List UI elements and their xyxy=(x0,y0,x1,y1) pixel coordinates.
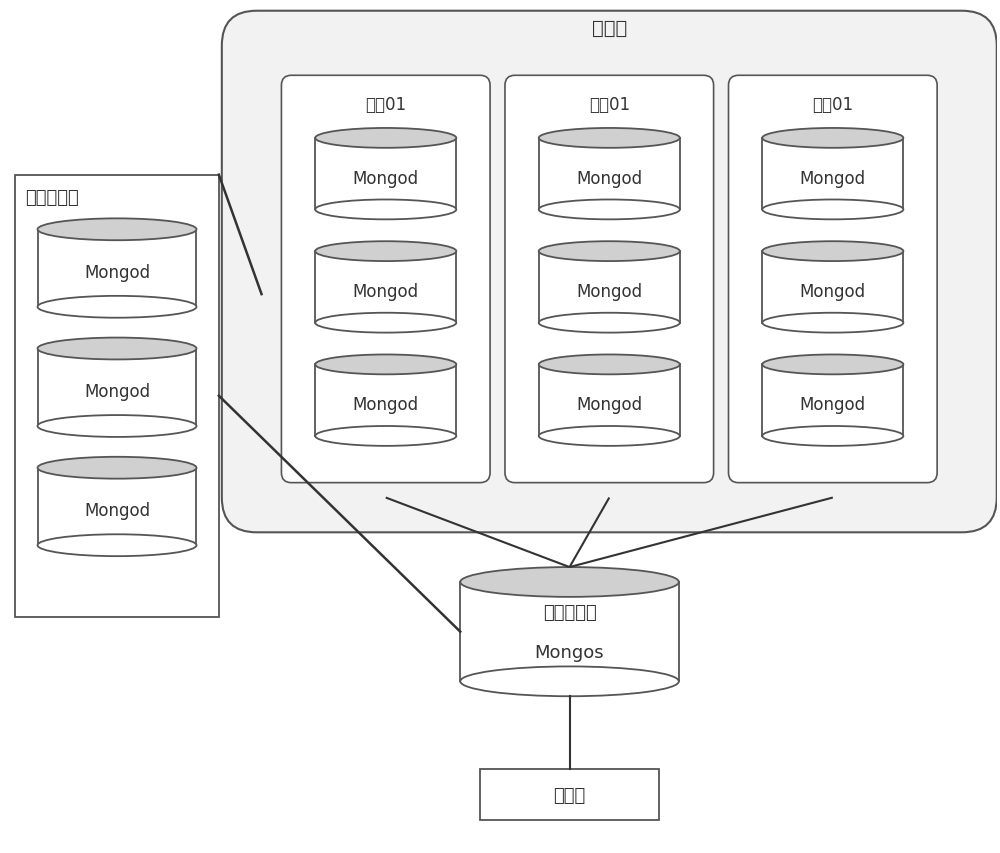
FancyBboxPatch shape xyxy=(222,12,997,532)
Ellipse shape xyxy=(762,242,903,262)
Bar xyxy=(539,139,680,210)
Bar xyxy=(38,349,196,426)
Bar xyxy=(762,139,903,210)
Text: Mongod: Mongod xyxy=(353,282,419,300)
Ellipse shape xyxy=(539,242,680,262)
Ellipse shape xyxy=(762,355,903,375)
Ellipse shape xyxy=(38,415,196,438)
Ellipse shape xyxy=(38,338,196,360)
Text: 分片01: 分片01 xyxy=(589,96,630,114)
Bar xyxy=(38,468,196,546)
Ellipse shape xyxy=(539,426,680,446)
Ellipse shape xyxy=(539,200,680,220)
Text: 副本集: 副本集 xyxy=(592,19,627,38)
Bar xyxy=(460,583,679,682)
Text: Mongod: Mongod xyxy=(84,383,150,401)
Text: Mongod: Mongod xyxy=(84,264,150,281)
Bar xyxy=(539,365,680,437)
FancyBboxPatch shape xyxy=(729,76,937,483)
Ellipse shape xyxy=(315,129,456,148)
Text: 配置服务器: 配置服务器 xyxy=(25,189,79,206)
Text: Mongod: Mongod xyxy=(576,282,642,300)
Bar xyxy=(315,139,456,210)
Text: Mongod: Mongod xyxy=(800,396,866,414)
Text: 路由服务器: 路由服务器 xyxy=(543,603,596,621)
Bar xyxy=(15,176,219,617)
Text: Mongod: Mongod xyxy=(576,396,642,414)
Ellipse shape xyxy=(762,313,903,334)
Ellipse shape xyxy=(38,457,196,479)
Ellipse shape xyxy=(315,200,456,220)
Ellipse shape xyxy=(460,567,679,597)
Ellipse shape xyxy=(460,667,679,696)
Bar xyxy=(539,252,680,323)
Ellipse shape xyxy=(539,355,680,375)
Text: Mongod: Mongod xyxy=(576,170,642,188)
Ellipse shape xyxy=(38,535,196,556)
Ellipse shape xyxy=(762,129,903,148)
Text: 客户端: 客户端 xyxy=(553,786,586,804)
Bar xyxy=(762,365,903,437)
Ellipse shape xyxy=(315,313,456,334)
Bar xyxy=(480,769,659,821)
Text: Mongod: Mongod xyxy=(800,170,866,188)
Bar xyxy=(38,230,196,307)
Bar xyxy=(315,252,456,323)
Text: 分片01: 分片01 xyxy=(812,96,853,114)
Text: Mongod: Mongod xyxy=(84,502,150,519)
Text: Mongod: Mongod xyxy=(800,282,866,300)
FancyBboxPatch shape xyxy=(505,76,714,483)
Ellipse shape xyxy=(539,129,680,148)
Bar xyxy=(762,252,903,323)
Ellipse shape xyxy=(539,313,680,334)
Ellipse shape xyxy=(38,297,196,318)
Text: Mongod: Mongod xyxy=(353,396,419,414)
Ellipse shape xyxy=(315,355,456,375)
Text: Mongod: Mongod xyxy=(353,170,419,188)
Bar xyxy=(315,365,456,437)
Text: 分片01: 分片01 xyxy=(365,96,406,114)
Ellipse shape xyxy=(762,200,903,220)
Text: Mongos: Mongos xyxy=(535,643,604,661)
Ellipse shape xyxy=(315,242,456,262)
Ellipse shape xyxy=(762,426,903,446)
FancyBboxPatch shape xyxy=(281,76,490,483)
Ellipse shape xyxy=(38,219,196,241)
Ellipse shape xyxy=(315,426,456,446)
